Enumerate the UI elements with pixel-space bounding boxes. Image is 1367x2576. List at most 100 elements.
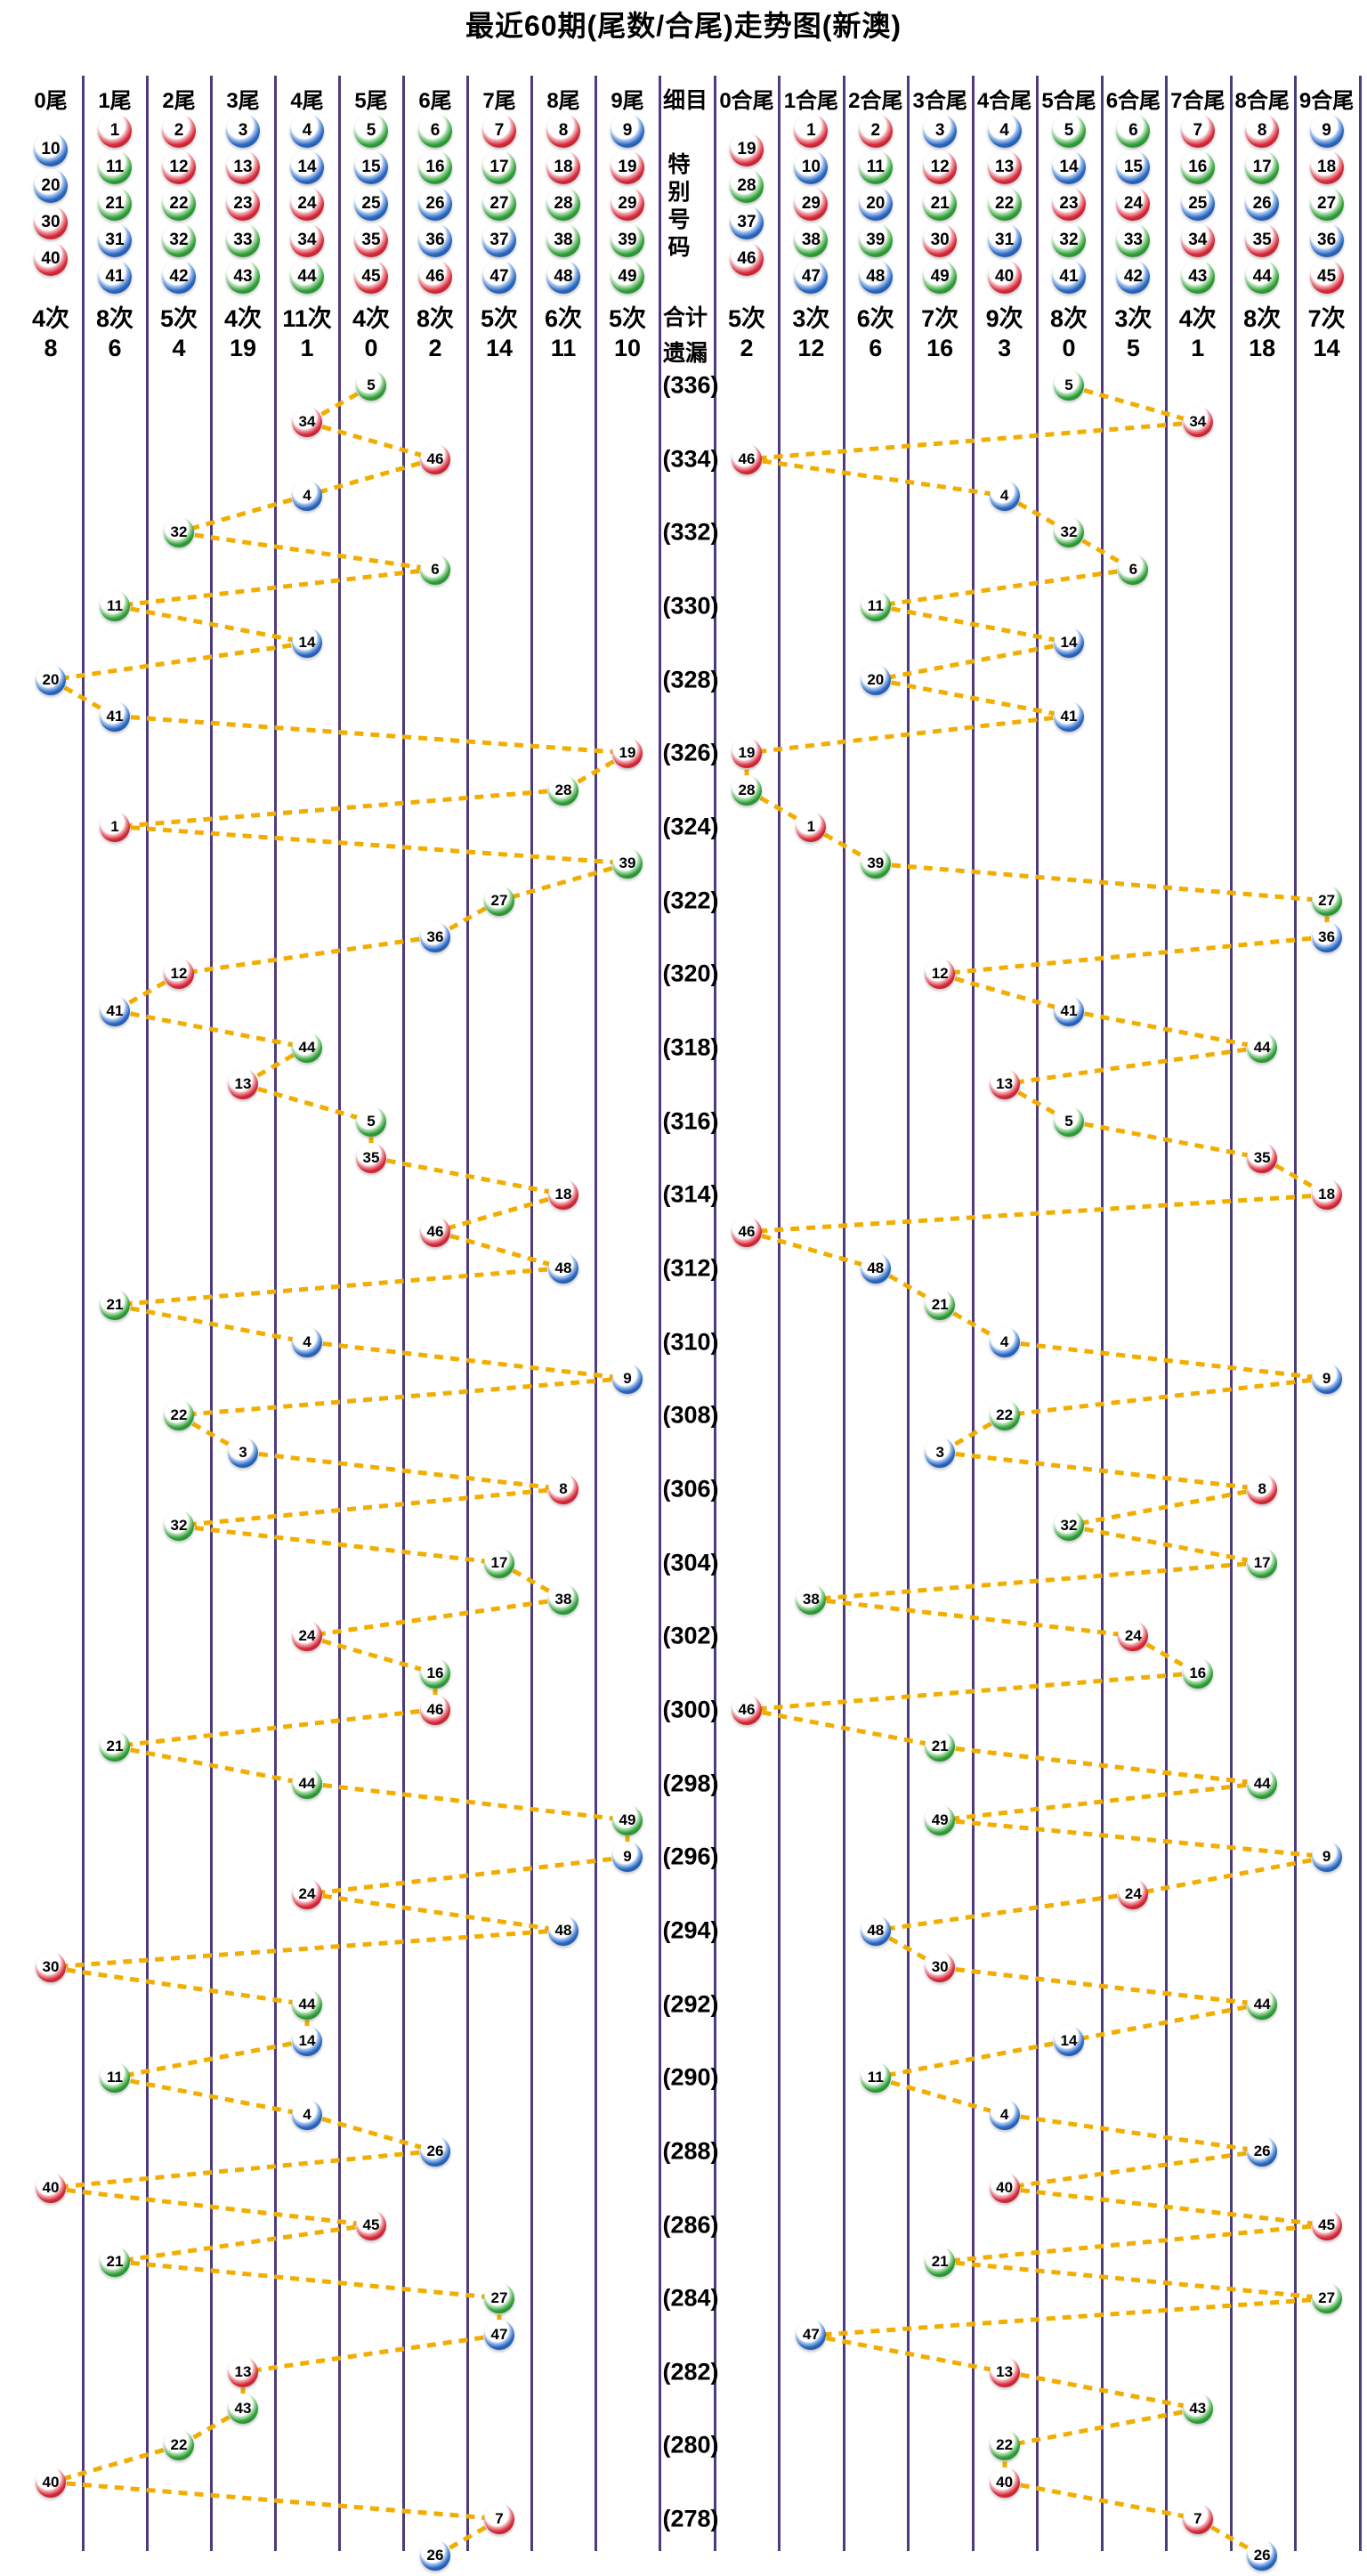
column-miss: 1 — [300, 335, 314, 361]
trend-line-segment — [306, 1633, 436, 1675]
period-label: (292) — [662, 1990, 719, 2018]
trend-line-segment — [1004, 2149, 1263, 2191]
column-count: 3次 — [792, 305, 830, 332]
period-label: (296) — [662, 1843, 719, 1870]
trend-line-segment — [1004, 1045, 1263, 1087]
draw-ball-sumtail: 5 — [1054, 1106, 1084, 1137]
trend-line-segment — [306, 2112, 436, 2154]
grid-line — [81, 76, 85, 2551]
draw-ball-tail: 26 — [420, 2540, 450, 2572]
draw-ball-sumtail: 22 — [989, 1400, 1020, 1431]
draw-ball-sumtail: 4 — [989, 480, 1020, 511]
period-label: (316) — [662, 1107, 719, 1135]
draw-ball-tail: 28 — [548, 774, 578, 806]
draw-ball-sumtail: 24 — [1118, 1621, 1149, 1652]
draw-ball-sumtail: 35 — [1247, 1142, 1278, 1173]
column-header-label: 1尾 — [98, 89, 132, 113]
header-ball: 47 — [482, 260, 516, 294]
draw-ball-tail: 4 — [292, 480, 322, 511]
header-ball: 39 — [611, 223, 644, 257]
period-label: (302) — [662, 1622, 719, 1649]
draw-ball-sumtail: 3 — [925, 1437, 956, 1468]
column-count: 8次 — [1049, 305, 1088, 332]
draw-ball-tail: 14 — [292, 628, 322, 659]
draw-ball-sumtail: 21 — [925, 1290, 956, 1321]
draw-ball-sumtail: 41 — [1054, 995, 1084, 1026]
column-miss: 4 — [172, 335, 186, 361]
header-ball: 22 — [987, 187, 1022, 221]
header-ball: 34 — [1180, 223, 1215, 257]
column-header-label: 8尾 — [546, 89, 580, 113]
total-label: 合计 — [662, 305, 708, 330]
period-label: (288) — [662, 2137, 719, 2165]
draw-ball-tail: 14 — [292, 2025, 322, 2056]
draw-ball-tail: 38 — [548, 1584, 578, 1615]
header-ball: 40 — [987, 260, 1022, 294]
header-ball: 9 — [611, 114, 644, 148]
grid-line — [401, 76, 405, 2551]
column-header-label: 2尾 — [162, 89, 196, 113]
header-ball: 21 — [923, 187, 958, 221]
draw-ball-sumtail: 16 — [1182, 1657, 1213, 1689]
period-label: (336) — [662, 371, 719, 399]
period-label: (334) — [662, 445, 719, 473]
draw-ball-sumtail: 24 — [1118, 1878, 1149, 1909]
header-ball: 35 — [354, 223, 388, 257]
draw-ball-tail: 44 — [292, 1032, 322, 1063]
trend-line-segment — [746, 457, 1005, 498]
column-miss: 3 — [998, 335, 1012, 361]
trend-line-segment — [50, 2443, 180, 2485]
column-count: 7次 — [921, 305, 959, 332]
draw-ball-tail: 41 — [100, 701, 130, 732]
header-ball: 21 — [98, 187, 132, 221]
header-ball: 5 — [1052, 114, 1086, 148]
draw-ball-sumtail: 45 — [1311, 2209, 1342, 2240]
draw-ball-sumtail: 12 — [925, 959, 956, 990]
draw-ball-sumtail: 30 — [925, 1952, 956, 1983]
header-ball: 46 — [418, 260, 452, 294]
draw-ball-tail: 9 — [612, 1842, 643, 1873]
draw-ball-tail: 4 — [292, 1326, 322, 1357]
draw-ball-sumtail: 47 — [796, 2320, 827, 2351]
header-ball: 12 — [162, 150, 196, 184]
period-label: (280) — [662, 2431, 719, 2459]
draw-ball-tail: 16 — [420, 1657, 450, 1689]
column-header-label: 4合尾 — [976, 89, 1032, 113]
draw-ball-tail: 19 — [612, 738, 643, 769]
draw-ball-sumtail: 36 — [1311, 921, 1342, 952]
header-ball: 30 — [923, 223, 958, 257]
draw-ball-tail: 13 — [228, 1069, 258, 1100]
trend-line-segment — [242, 2333, 500, 2375]
page-title: 最近60期(尾数/合尾)走势图(新澳) — [465, 10, 902, 42]
header-ball: 32 — [162, 223, 196, 257]
header-ball: 17 — [1245, 150, 1280, 184]
header-ball: 10 — [794, 150, 829, 184]
draw-ball-sumtail: 11 — [860, 590, 891, 621]
draw-ball-sumtail: 40 — [989, 2173, 1020, 2204]
draw-ball-tail: 22 — [164, 1400, 194, 1431]
draw-ball-tail: 26 — [420, 2135, 450, 2167]
header-ball: 36 — [418, 223, 452, 257]
trend-line-segment — [875, 2075, 1006, 2117]
draw-ball-sumtail: 27 — [1311, 885, 1342, 916]
period-label: (328) — [662, 666, 719, 693]
header-ball: 11 — [858, 150, 893, 184]
draw-ball-sumtail: 1 — [796, 811, 827, 842]
header-ball: 28 — [730, 168, 764, 203]
draw-ball-sumtail: 44 — [1247, 1768, 1278, 1799]
header-ball: 32 — [1052, 223, 1086, 257]
draw-ball-tail: 27 — [484, 885, 514, 916]
column-header-label: 7尾 — [482, 89, 516, 113]
column-miss: 0 — [364, 335, 378, 361]
detail-header: 细目 — [662, 88, 708, 113]
draw-ball-sumtail: 13 — [989, 2356, 1020, 2387]
header-ball: 8 — [546, 114, 580, 148]
draw-ball-tail: 21 — [100, 1290, 130, 1321]
period-label: (320) — [662, 960, 719, 987]
grid-line — [907, 76, 910, 2551]
trend-line-segment — [178, 493, 308, 535]
trend-line-segment — [939, 971, 1070, 1013]
draw-ball-tail: 8 — [548, 1473, 578, 1504]
draw-ball-sumtail: 26 — [1247, 2540, 1278, 2572]
column-count: 9次 — [985, 305, 1023, 332]
